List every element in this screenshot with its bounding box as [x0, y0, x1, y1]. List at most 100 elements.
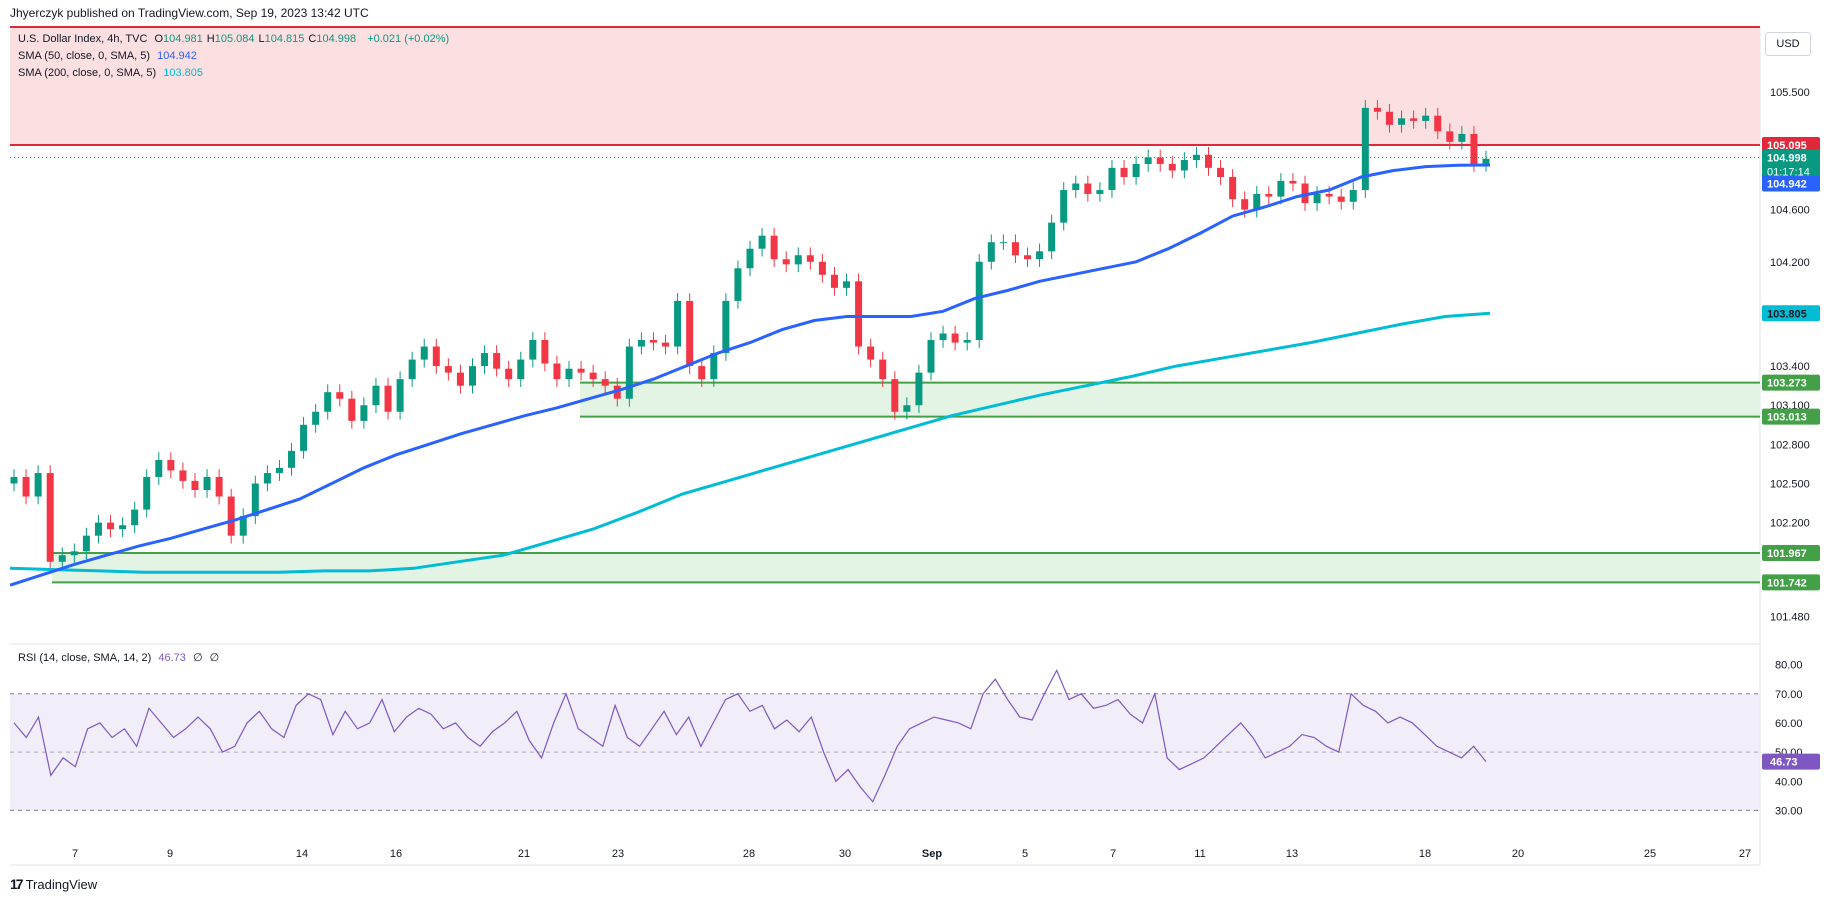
candle-body: [107, 522, 115, 530]
tradingview-logo[interactable]: 17 TradingView: [10, 876, 97, 892]
rsi-y-tick-label: 60.00: [1775, 718, 1803, 730]
candle-body: [1192, 154, 1200, 161]
candle-body: [734, 268, 742, 301]
candle-body: [468, 366, 476, 386]
candle-body: [336, 392, 344, 399]
y-tick-label: 104.600: [1770, 205, 1810, 217]
rsi-value-tag: 46.73: [1770, 757, 1798, 769]
candle-body: [770, 235, 778, 260]
x-tick-label: 21: [518, 848, 530, 860]
x-tick-label: 11: [1194, 848, 1205, 860]
tradingview-mark-icon: 17: [10, 876, 24, 892]
candle-body: [879, 359, 887, 380]
candle-body: [22, 476, 30, 497]
support-bottom-tag-2-bg: [1762, 574, 1820, 591]
candle-body: [625, 346, 633, 399]
sma50-price-tag: 104.942: [1767, 179, 1807, 191]
rsi-extra-1: ∅: [192, 652, 203, 664]
candle-body: [82, 535, 90, 552]
x-tick-label: 23: [612, 848, 624, 860]
sma200-legend[interactable]: SMA (200, close, 0, SMA, 5) 103.805: [18, 67, 207, 79]
resistance-zone: [10, 27, 1760, 146]
candle-body: [312, 411, 320, 425]
candle-body: [1156, 157, 1164, 164]
candle-body: [1048, 222, 1056, 252]
candle-body: [324, 392, 332, 412]
candle-body: [34, 473, 42, 497]
x-tick-label: 27: [1739, 848, 1751, 860]
candle-body: [1120, 167, 1128, 177]
sma50-legend[interactable]: SMA (50, close, 0, SMA, 5) 104.942: [18, 50, 201, 62]
candle-body: [915, 372, 923, 406]
candle-body: [1144, 157, 1152, 164]
x-tick-label: 30: [839, 848, 851, 860]
candle-body: [1361, 107, 1369, 191]
resistance-price-tag-bg: [1762, 137, 1820, 154]
candle-body: [179, 470, 187, 481]
candle-body: [674, 300, 682, 347]
candle-body: [300, 424, 308, 451]
y-tick-label: 103.400: [1770, 361, 1810, 373]
candle-body: [481, 353, 489, 367]
sma50-price-tag-bg: [1762, 175, 1820, 192]
rsi-y-tick-label: 40.00: [1775, 776, 1803, 788]
rsi-legend[interactable]: RSI (14, close, SMA, 14, 2) 46.73 ∅ ∅: [18, 651, 223, 664]
candle-body: [975, 261, 983, 341]
candle-body: [1241, 199, 1249, 210]
rsi-extra-2: ∅: [209, 652, 220, 664]
candle-body: [1482, 158, 1490, 164]
y-tick-label: 102.200: [1770, 518, 1810, 530]
candle-body: [1398, 118, 1406, 125]
support-bottom-tag-2: 101.742: [1767, 577, 1807, 589]
support-bottom-tag-1: 103.013: [1767, 412, 1807, 424]
candle-body: [565, 368, 573, 380]
x-tick-label: 9: [167, 848, 173, 860]
ohlc-item-c: C104.998: [308, 33, 357, 45]
candle-body: [855, 281, 863, 347]
legend-title: U.S. Dollar Index, 4h, TVC: [18, 33, 148, 45]
candle-body: [867, 346, 875, 360]
support-top-tag-1-bg: [1762, 374, 1820, 391]
candle-body: [348, 398, 356, 421]
sma50-value: 104.942: [157, 50, 197, 62]
rsi-value-tag-bg: [1762, 753, 1820, 770]
candle-body: [649, 340, 657, 343]
sma50-label: SMA (50, close, 0, SMA, 5): [18, 50, 151, 62]
candle-body: [1325, 193, 1333, 197]
candle-body: [1217, 167, 1225, 177]
last-price-tag: 104.998: [1767, 153, 1807, 165]
currency-button[interactable]: USD: [1765, 32, 1811, 56]
y-tick-label: 101.480: [1770, 612, 1810, 624]
resistance-price-tag: 105.095: [1767, 140, 1807, 152]
candle-body: [541, 340, 549, 364]
candle-body: [408, 359, 416, 380]
candle-body: [1446, 131, 1454, 142]
publisher-header: Jhyerczyk published on TradingView.com, …: [10, 6, 369, 20]
candle-body: [951, 333, 959, 343]
candle-body: [577, 368, 585, 373]
candle-body: [493, 353, 501, 369]
candle-body: [1132, 163, 1140, 177]
ohlc-item-l: L104.815: [258, 33, 305, 45]
ohlc-item-o: O104.981: [154, 33, 203, 45]
candle-body: [553, 363, 561, 380]
candle-body: [251, 483, 259, 517]
change-value: +0.021 (+0.02%): [367, 33, 450, 45]
candle-body: [710, 353, 718, 380]
candle-body: [517, 359, 525, 380]
candle-body: [1265, 193, 1273, 197]
sma50-line: [9, 163, 1491, 587]
support-zone-2: [52, 553, 1760, 583]
candle-body: [1168, 163, 1176, 171]
sma200-price-tag: 103.805: [1767, 308, 1807, 320]
support-bottom-tag-1-bg: [1762, 408, 1820, 425]
support-top-tag-2-bg: [1762, 545, 1820, 562]
candle-body: [360, 405, 368, 421]
candle-body: [1313, 193, 1321, 204]
y-tick-label: 102.800: [1770, 439, 1810, 451]
support-top-tag-1: 103.273: [1767, 378, 1807, 390]
x-tick-label: 7: [72, 848, 78, 860]
sma200-value: 103.805: [163, 67, 203, 79]
ohlc-values: O104.981 H105.084 L104.815 C104.998: [154, 33, 360, 45]
